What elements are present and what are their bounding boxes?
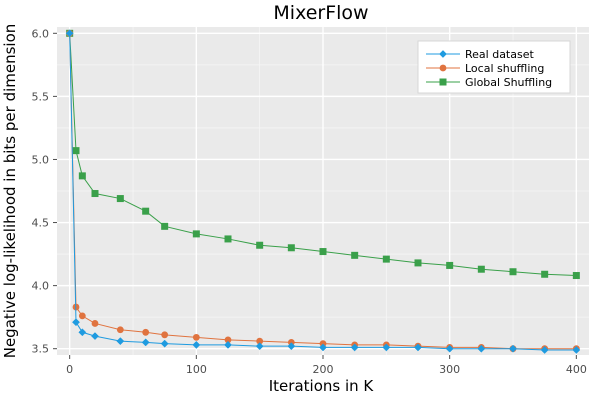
data-point-local-shuffling [224,336,232,344]
legend-label: Global Shuffling [465,76,552,89]
data-point-global-shuffling [509,268,517,276]
series-layer [65,29,581,354]
data-point-real-dataset [255,342,264,351]
legend-marker [439,50,447,58]
data-point-global-shuffling [572,272,580,280]
data-point-global-shuffling [446,261,454,269]
data-point-real-dataset [382,343,391,352]
data-point-global-shuffling [382,255,390,263]
data-point-real-dataset [287,342,296,351]
data-point-global-shuffling [91,190,99,198]
x-tick-label: 300 [439,363,460,376]
x-tick-label: 100 [186,363,207,376]
data-point-real-dataset [572,346,581,354]
data-point-global-shuffling [224,235,232,243]
series-line-local-shuffling [69,33,577,350]
y-tick-label: 5.0 [32,153,50,166]
data-point-real-dataset [509,344,517,353]
data-point-real-dataset [160,339,169,348]
legend-label: Real dataset [465,48,534,61]
y-tick-label: 4.5 [32,217,50,230]
y-tick-label: 6.0 [32,27,50,40]
data-point-real-dataset [224,340,232,349]
data-point-local-shuffling [78,312,86,320]
data-point-global-shuffling [319,248,327,256]
series-global-shuffling [66,29,580,280]
data-point-local-shuffling [256,337,264,345]
legend-entry-real-dataset: Real dataset [426,48,534,61]
data-point-global-shuffling [541,270,549,278]
chart-title: MixerFlow [273,2,368,24]
legend-marker [439,78,447,86]
data-point-real-dataset [350,343,359,352]
legend-entry-local-shuffling: Local shuffling [426,62,544,75]
data-point-global-shuffling [72,147,80,155]
data-point-real-dataset [72,318,80,327]
data-point-global-shuffling [351,251,359,259]
data-point-real-dataset [192,340,201,349]
data-point-real-dataset [91,332,99,341]
x-axis-ticks: 0 100 200 300 400 [66,355,587,376]
data-point-real-dataset [477,344,486,353]
data-point-real-dataset [414,343,422,352]
data-point-local-shuffling [116,326,124,334]
data-point-global-shuffling [161,222,169,230]
legend-label: Local shuffling [465,62,544,75]
data-point-global-shuffling [116,195,124,203]
data-point-global-shuffling [192,230,200,238]
y-axis-ticks: 3.5 4.0 4.5 5.0 5.5 6.0 [32,27,57,356]
legend-entry-global-shuffling: Global Shuffling [426,76,552,89]
series-real-dataset [65,29,581,354]
data-point-local-shuffling [161,331,169,339]
data-point-local-shuffling [142,328,150,336]
series-line-real-dataset [69,33,577,351]
series-line-global-shuffling [69,33,577,277]
data-point-global-shuffling [477,265,485,273]
data-point-global-shuffling [287,244,295,252]
data-point-global-shuffling [256,241,264,249]
x-axis-label: Iterations in K [269,377,375,395]
y-tick-label: 5.5 [32,90,50,103]
x-tick-label: 200 [313,363,334,376]
data-point-real-dataset [445,344,454,353]
data-point-local-shuffling [192,333,200,341]
y-tick-label: 4.0 [32,280,50,293]
data-point-real-dataset [78,328,87,337]
x-tick-label: 0 [66,363,73,376]
y-axis-label: Negative log-likelihood in bits per dime… [1,24,19,359]
data-point-local-shuffling [91,320,99,327]
data-point-global-shuffling [142,207,150,215]
data-point-real-dataset [319,343,327,352]
data-point-real-dataset [540,346,549,354]
data-point-global-shuffling [414,259,422,267]
x-tick-label: 400 [566,363,587,376]
data-point-real-dataset [116,337,125,346]
y-tick-label: 3.5 [32,343,50,356]
data-point-real-dataset [65,29,74,38]
data-point-global-shuffling [78,172,86,180]
data-point-real-dataset [141,338,150,347]
legend-marker [439,64,447,72]
